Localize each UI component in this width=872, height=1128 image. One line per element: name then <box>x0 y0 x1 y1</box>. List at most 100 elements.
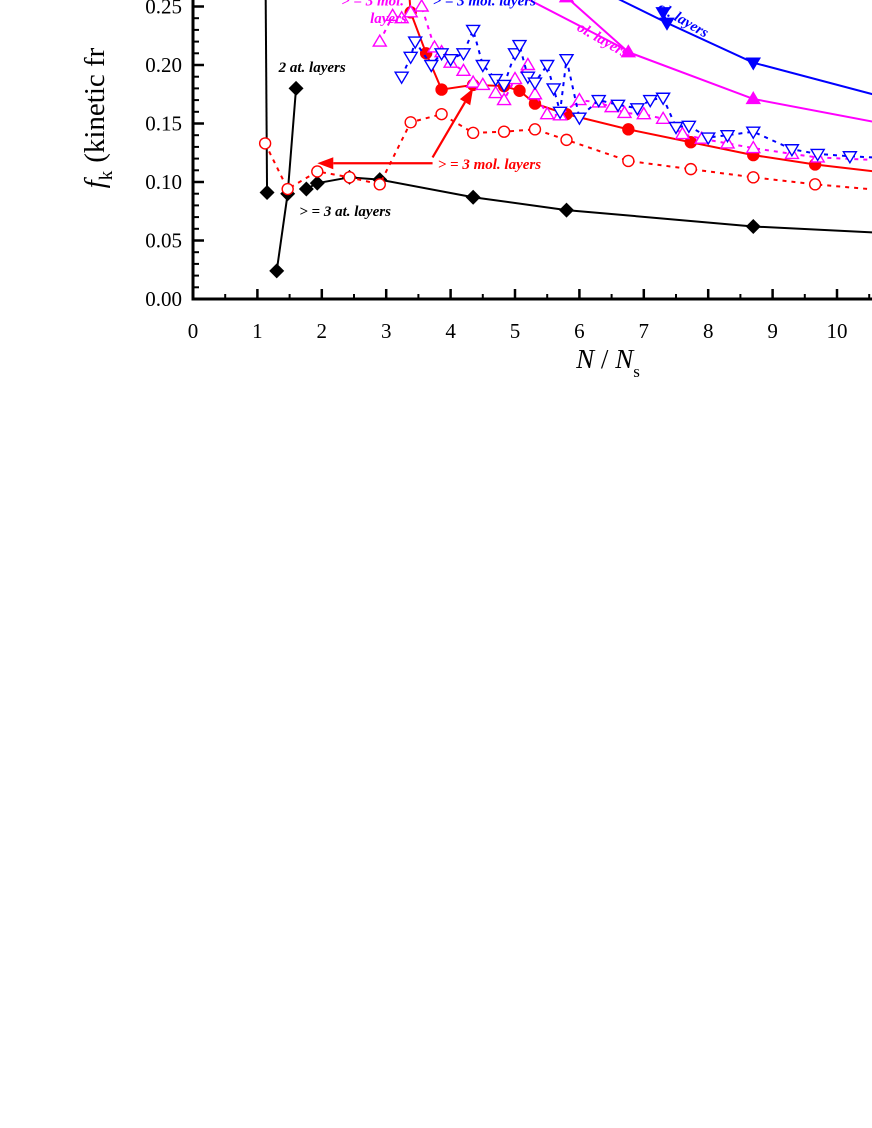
data-point <box>343 171 356 184</box>
data-point <box>487 85 504 99</box>
y-tick-label: 0.15 <box>145 112 182 136</box>
annotation-pointer-line <box>527 0 629 52</box>
series-layer <box>258 0 872 279</box>
x-axis-separator: / <box>594 344 615 374</box>
y-axis-text: (kinetic fr <box>79 47 111 162</box>
data-point <box>402 51 419 65</box>
data-point <box>507 71 523 85</box>
x-tick-label: 7 <box>639 319 650 343</box>
y-axis-subscript: k <box>96 170 117 180</box>
data-point <box>259 185 275 201</box>
series-line <box>378 5 872 161</box>
annotation-arrow-shaft <box>431 101 466 158</box>
x-tick-label: 8 <box>703 319 714 343</box>
annotation-arrow-head <box>317 157 334 170</box>
x-tick-label: 0 <box>188 319 199 343</box>
data-point <box>402 4 419 18</box>
data-point <box>560 133 573 147</box>
data-point <box>258 137 272 150</box>
data-point <box>559 202 575 218</box>
data-point <box>269 263 285 279</box>
data-point <box>281 182 294 196</box>
data-point <box>545 83 562 97</box>
data-point <box>655 7 671 21</box>
annotation-label: > = 3 mol. <box>341 0 404 9</box>
data-point <box>288 80 304 96</box>
data-point <box>745 126 762 140</box>
data-point <box>745 218 761 234</box>
data-point <box>552 106 568 120</box>
data-point <box>507 48 523 62</box>
data-point <box>513 84 526 97</box>
data-point <box>413 0 430 12</box>
data-point <box>809 148 826 162</box>
data-point <box>571 112 588 126</box>
x-axis-label: N / Ns <box>575 344 640 381</box>
data-point <box>455 48 472 62</box>
series-6 <box>372 0 872 163</box>
x-tick-label: 1 <box>252 319 263 343</box>
series-line <box>568 0 872 123</box>
data-point <box>558 0 575 3</box>
data-point <box>629 103 646 117</box>
series-line <box>264 0 269 193</box>
data-point <box>527 77 543 91</box>
y-tick-label: 0.05 <box>145 229 182 253</box>
data-point <box>808 178 822 191</box>
annotation-layer: > = 3 mol. layers > = 3 mol. layers 2 at. l… <box>278 0 711 220</box>
data-point <box>745 57 762 71</box>
data-point <box>642 94 658 108</box>
series-line <box>662 12 872 96</box>
data-point <box>684 162 698 176</box>
x-axis-numerator: N <box>575 344 596 374</box>
y-axis-label: fk(kinetic fr <box>79 47 117 188</box>
data-point <box>558 53 575 68</box>
data-point <box>475 59 491 73</box>
data-point <box>455 62 472 77</box>
data-point <box>496 79 512 93</box>
annotation-label: ol. layers <box>574 20 630 62</box>
data-point <box>496 92 512 106</box>
data-point <box>309 175 325 191</box>
x-axis-denominator-subscript: s <box>633 362 640 381</box>
data-point <box>497 125 511 138</box>
data-point <box>298 181 314 197</box>
data-point <box>311 165 324 178</box>
data-point <box>465 24 481 38</box>
data-point <box>372 33 388 47</box>
data-point <box>784 144 800 158</box>
series-1 <box>259 0 275 201</box>
data-point <box>465 189 481 205</box>
annotation-label: > = 3 mol. layers <box>433 0 537 9</box>
x-tick-label: 10 <box>827 319 848 343</box>
series-line <box>305 176 872 234</box>
data-point <box>700 132 716 146</box>
annotation-label: 2 at. layers <box>278 60 346 76</box>
series-5 <box>404 0 872 173</box>
data-point <box>373 178 386 191</box>
data-point <box>442 53 459 68</box>
data-point <box>475 77 491 91</box>
data-point <box>719 129 736 144</box>
data-point <box>511 39 528 53</box>
annotation-pointer-line <box>618 0 668 24</box>
series-2 <box>269 80 304 279</box>
data-point <box>527 86 543 100</box>
series-line <box>408 0 872 173</box>
data-point <box>842 151 858 165</box>
annotation-label: layers <box>370 11 407 27</box>
data-point <box>610 99 626 113</box>
y-tick-label: 0.00 <box>145 287 182 311</box>
x-tick-label: 2 <box>317 319 328 343</box>
y-tick-label: 0.25 <box>145 0 182 19</box>
chart-axes: 0 1 2 3 4 5 6 7 8 9 10 0.00 0.05 0.10 0.15 0.20 0.25 <box>145 0 872 343</box>
data-point <box>384 7 401 22</box>
series-line <box>275 88 298 272</box>
data-point <box>622 123 635 136</box>
series-4 <box>258 107 872 196</box>
annotation-arrow-head <box>459 88 474 106</box>
x-tick-label: 4 <box>445 319 456 343</box>
y-tick-label: 0.20 <box>145 53 182 77</box>
y-tick-label: 0.10 <box>145 170 182 194</box>
